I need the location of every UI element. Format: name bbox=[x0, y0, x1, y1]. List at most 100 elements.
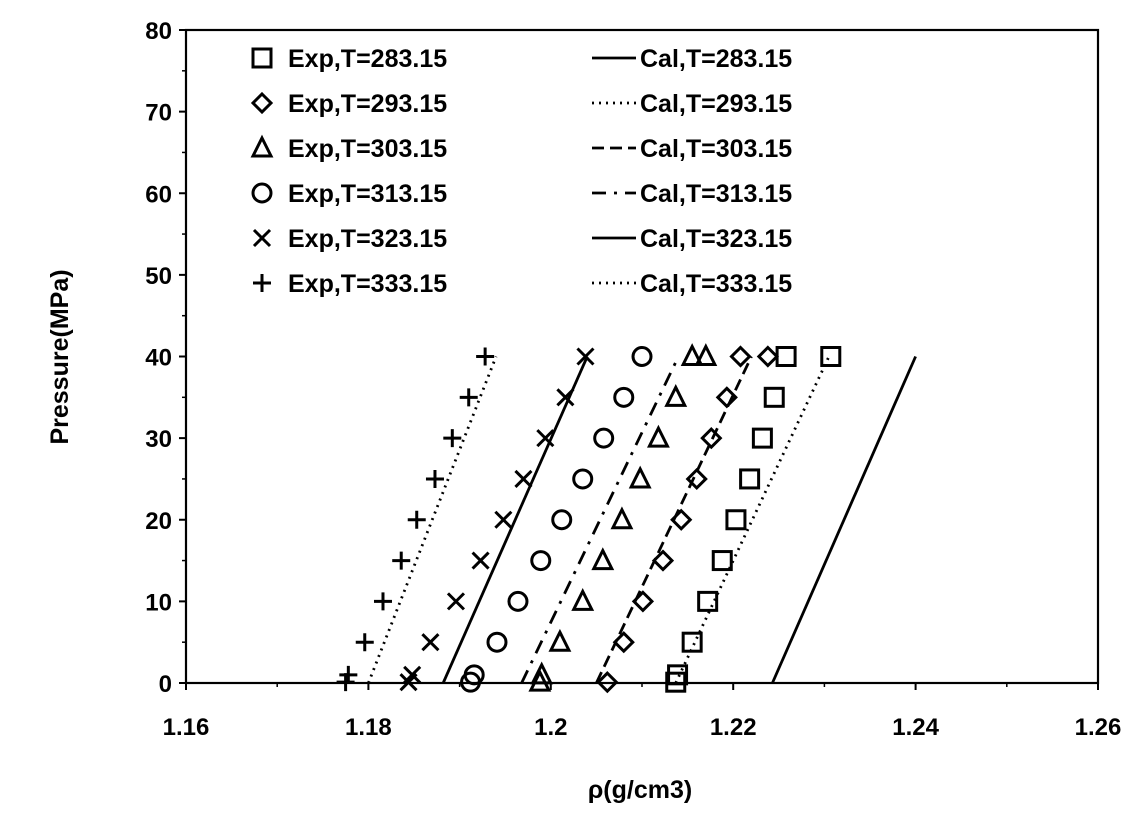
line-cal-t-313-15 bbox=[520, 355, 680, 684]
series-exp-t-313-15 bbox=[460, 346, 653, 693]
line-cal-t-333-15 bbox=[367, 355, 498, 684]
y-tick-label: 80 bbox=[145, 18, 172, 45]
point-square bbox=[751, 427, 773, 449]
legend-label: Exp,T=333.15 bbox=[288, 270, 447, 298]
point-cross bbox=[421, 633, 440, 652]
point-triangle bbox=[591, 547, 615, 571]
legend: Exp,T=283.15 Exp,T=293.15 Exp,T=303.15 Exp,… bbox=[250, 45, 792, 298]
point-circle bbox=[572, 468, 594, 490]
point-triangle bbox=[528, 668, 552, 692]
point-triangle bbox=[628, 465, 652, 489]
y-tick-label: 0 bbox=[159, 671, 172, 698]
y-tick-label: 40 bbox=[145, 345, 172, 372]
point-cross bbox=[556, 388, 575, 407]
point-square bbox=[725, 509, 747, 531]
point-diamond bbox=[596, 671, 619, 694]
point-square bbox=[697, 590, 719, 612]
x-axis: 1.16 1.18 1.2 1.22 1.24 1.26 bbox=[163, 683, 1122, 741]
point-plus bbox=[355, 633, 374, 652]
legend-symbol-circle bbox=[251, 182, 273, 204]
point-plus bbox=[339, 665, 358, 684]
legend-label: Exp,T=283.15 bbox=[288, 45, 447, 73]
y-tick-label: 60 bbox=[145, 181, 172, 208]
point-plus bbox=[459, 388, 478, 407]
point-cross bbox=[514, 469, 533, 488]
point-diamond bbox=[756, 345, 779, 368]
point-triangle bbox=[646, 424, 670, 448]
legend-label: Exp,T=303.15 bbox=[288, 135, 447, 163]
legend-label: Exp,T=293.15 bbox=[288, 90, 447, 118]
legend-label: Cal,T=293.15 bbox=[640, 90, 792, 118]
y-axis: 0 10 20 30 40 50 60 70 80 bbox=[145, 18, 186, 698]
legend-symbol-cross bbox=[252, 228, 272, 248]
legend-symbol-triangle bbox=[250, 134, 274, 158]
y-tick-label: 50 bbox=[145, 263, 172, 290]
point-triangle bbox=[530, 661, 554, 685]
point-cross bbox=[471, 551, 490, 570]
y-tick-label: 20 bbox=[145, 508, 172, 535]
point-triangle bbox=[680, 343, 704, 366]
point-triangle bbox=[694, 343, 718, 366]
point-diamond bbox=[729, 345, 752, 368]
legend-label: Exp,T=323.15 bbox=[288, 225, 447, 253]
point-circle bbox=[486, 631, 508, 653]
legend-label: Cal,T=333.15 bbox=[640, 270, 792, 298]
point-circle bbox=[613, 386, 635, 408]
legend-label: Cal,T=313.15 bbox=[640, 180, 792, 208]
point-square bbox=[681, 631, 703, 653]
legend-label: Cal,T=323.15 bbox=[640, 225, 792, 253]
point-plus bbox=[443, 429, 462, 448]
legend-label: Cal,T=303.15 bbox=[640, 135, 792, 163]
experimental-markers bbox=[336, 343, 842, 694]
point-plus bbox=[407, 510, 426, 529]
point-square bbox=[763, 386, 785, 408]
y-tick-label: 10 bbox=[145, 589, 172, 616]
x-tick-label: 1.16 bbox=[163, 714, 210, 741]
legend-symbol-diamond bbox=[250, 91, 274, 115]
legend-label: Cal,T=283.15 bbox=[640, 45, 792, 73]
point-triangle bbox=[610, 506, 634, 530]
point-plus bbox=[392, 551, 411, 570]
point-circle bbox=[551, 509, 573, 531]
point-diamond bbox=[715, 386, 738, 409]
x-axis-title: ρ(g/cm3) bbox=[588, 776, 692, 804]
point-diamond bbox=[612, 631, 635, 654]
x-tick-label: 1.18 bbox=[345, 714, 392, 741]
point-plus bbox=[425, 469, 444, 488]
legend-symbol-square bbox=[251, 47, 273, 69]
x-tick-label: 1.26 bbox=[1075, 714, 1122, 741]
line-cal-t-323-15 bbox=[441, 355, 589, 684]
point-triangle bbox=[571, 588, 595, 611]
point-circle bbox=[507, 590, 529, 612]
legend-label: Exp,T=313.15 bbox=[288, 180, 447, 208]
x-tick-label: 1.2 bbox=[534, 714, 567, 741]
point-square bbox=[711, 550, 733, 572]
point-square bbox=[667, 664, 689, 686]
point-diamond bbox=[685, 467, 708, 491]
point-diamond bbox=[700, 427, 723, 450]
series-exp-t-323-15 bbox=[399, 347, 595, 692]
point-square bbox=[739, 468, 761, 490]
point-cross bbox=[494, 510, 513, 529]
series-exp-t-283-15 bbox=[665, 346, 842, 693]
point-circle bbox=[631, 346, 653, 367]
point-square bbox=[820, 346, 842, 367]
y-tick-label: 30 bbox=[145, 426, 172, 453]
x-tick-label: 1.24 bbox=[892, 714, 939, 741]
point-circle bbox=[530, 550, 552, 572]
point-cross bbox=[536, 429, 555, 448]
series-exp-t-303-15 bbox=[528, 343, 718, 692]
line-cal-t-283-15 bbox=[771, 355, 917, 684]
point-diamond bbox=[631, 590, 655, 613]
y-axis-title: Pressure(MPa) bbox=[46, 269, 74, 444]
point-square bbox=[775, 346, 797, 367]
point-plus bbox=[476, 347, 495, 366]
point-cross bbox=[403, 665, 422, 684]
legend-symbol-plus bbox=[253, 274, 271, 292]
series-exp-t-293-15 bbox=[596, 345, 779, 694]
point-diamond bbox=[670, 508, 693, 531]
y-tick-label: 70 bbox=[145, 100, 172, 127]
calculated-lines bbox=[367, 355, 917, 684]
point-diamond bbox=[651, 549, 675, 572]
